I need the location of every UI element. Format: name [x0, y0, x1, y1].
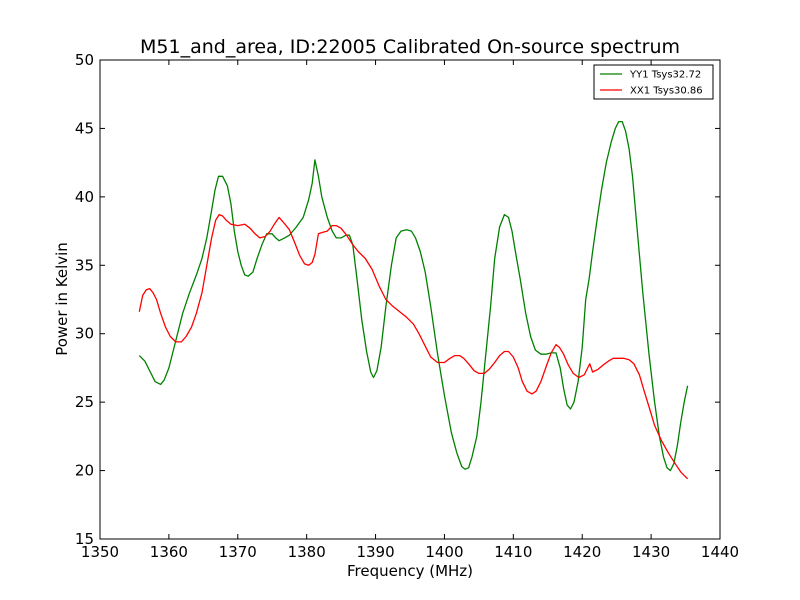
x-tick-label: 1420 [563, 543, 601, 561]
chart-title: M51_and_area, ID:22005 Calibrated On-sou… [140, 36, 680, 58]
y-tick-label: 15 [75, 530, 94, 548]
x-tick-label: 1360 [150, 543, 188, 561]
axes-layer [99, 59, 721, 540]
x-tick-label: 1400 [425, 543, 463, 561]
legend: YY1 Tsys32.72 XX1 Tsys30.86 [593, 64, 714, 100]
y-tick-label: 30 [75, 325, 94, 343]
ticks-layer: 1350 1360 1370 1380 1390 1400 1410 1420 1430 1440… [75, 51, 739, 561]
legend-box [593, 64, 714, 100]
x-tick-label: 1350 [81, 543, 119, 561]
y-tick-label: 45 [75, 119, 94, 137]
y-tick-label: 25 [75, 393, 94, 411]
legend-label-xx1: XX1 Tsys30.86 [630, 86, 703, 97]
y-tick-label: 35 [75, 256, 94, 274]
x-tick-label: 1440 [701, 543, 739, 561]
y-tick-label: 40 [75, 188, 94, 206]
x-axis-title: Frequency (MHz) [347, 562, 473, 580]
x-tick-label: 1380 [288, 543, 326, 561]
x-tick-label: 1410 [494, 543, 532, 561]
y-tick-label: 20 [75, 462, 94, 480]
x-tick-label: 1430 [632, 543, 670, 561]
y-axis-title: Power in Kelvin [53, 242, 71, 356]
y-tick-label: 50 [75, 51, 94, 69]
x-tick-label: 1370 [219, 543, 257, 561]
series-line-0 [138, 120, 689, 472]
plot-frame [99, 59, 721, 540]
legend-label-yy1: YY1 Tsys32.72 [629, 70, 701, 81]
x-tick-label: 1390 [356, 543, 394, 561]
series-layer [138, 120, 689, 480]
series-line-1 [138, 213, 689, 480]
